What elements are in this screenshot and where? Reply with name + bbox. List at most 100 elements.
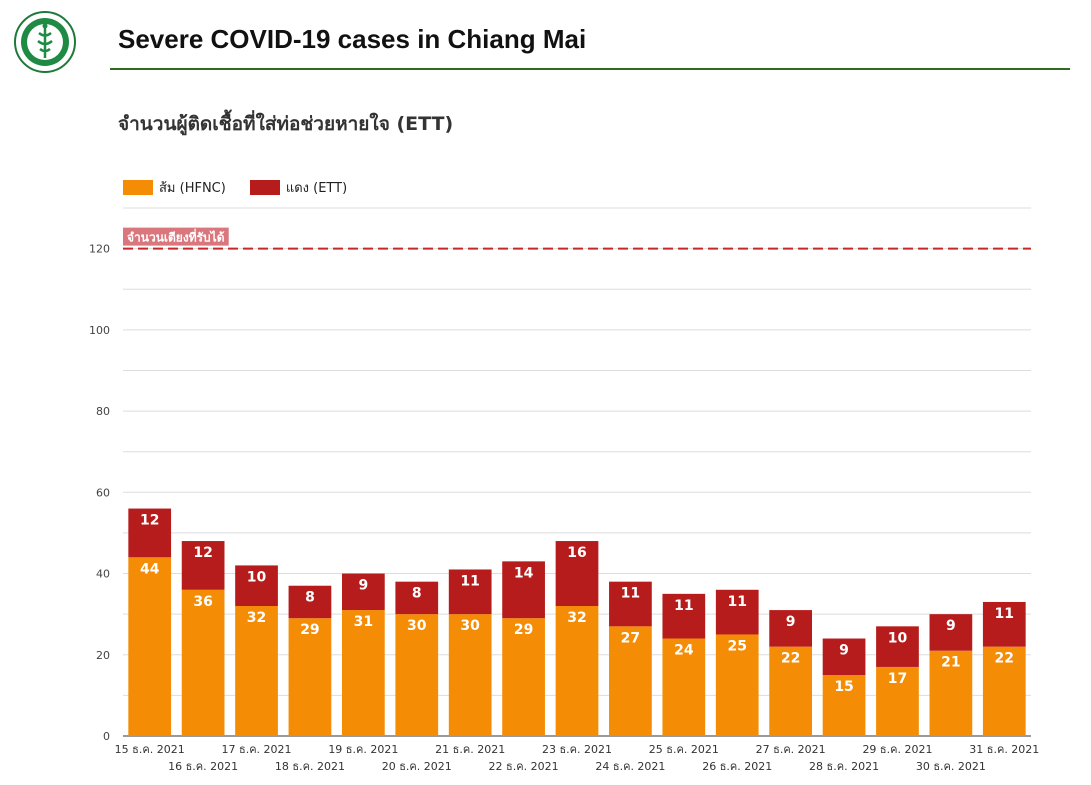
bar-hfnc [341, 610, 385, 736]
x-tick-label: 23 ธ.ค. 2021 [542, 743, 612, 756]
bar-ett [341, 573, 385, 611]
capacity-reference-label: จำนวนเตียงที่รับได้ [127, 229, 225, 245]
data-label-hfnc: 30 [460, 618, 480, 634]
title-divider [110, 68, 1070, 70]
data-label-hfnc: 44 [140, 561, 160, 577]
data-label-ett: 10 [247, 569, 267, 585]
data-label-hfnc: 32 [247, 610, 266, 626]
x-tick-label: 21 ธ.ค. 2021 [435, 743, 505, 756]
data-label-hfnc: 15 [834, 679, 853, 695]
y-tick-label: 20 [96, 649, 110, 662]
x-tick-label: 26 ธ.ค. 2021 [702, 760, 772, 773]
data-label-ett: 12 [140, 513, 159, 529]
y-tick-label: 120 [89, 243, 110, 256]
bar-hfnc [395, 614, 439, 736]
chart-legend: ส้ม (HFNC) แดง (ETT) [123, 177, 371, 197]
data-label-ett: 12 [193, 545, 212, 561]
data-label-ett: 11 [674, 598, 693, 614]
bar-ett [128, 508, 172, 558]
x-tick-label: 25 ธ.ค. 2021 [649, 743, 719, 756]
x-tick-label: 17 ธ.ค. 2021 [221, 743, 291, 756]
data-label-ett: 8 [412, 586, 422, 602]
bar-ett [715, 589, 759, 635]
bar-hfnc [769, 646, 813, 736]
x-tick-label: 19 ธ.ค. 2021 [328, 743, 398, 756]
data-label-ett: 9 [786, 614, 796, 630]
x-tick-label: 31 ธ.ค. 2021 [969, 743, 1039, 756]
bar-hfnc [609, 626, 652, 736]
x-tick-label: 24 ธ.ค. 2021 [595, 760, 665, 773]
data-label-hfnc: 31 [354, 614, 373, 630]
data-label-ett: 16 [567, 545, 586, 561]
bar-ett [288, 585, 332, 619]
bar-hfnc [128, 557, 172, 736]
bar-hfnc [235, 606, 278, 736]
x-tick-label: 29 ธ.ค. 2021 [862, 743, 932, 756]
data-label-hfnc: 17 [888, 671, 907, 687]
data-label-ett: 14 [514, 565, 534, 581]
data-label-hfnc: 32 [567, 610, 586, 626]
y-tick-label: 40 [96, 568, 110, 581]
data-label-hfnc: 30 [407, 618, 427, 634]
data-label-ett: 11 [995, 606, 1014, 622]
bar-ett [982, 601, 1026, 647]
bar-ett [769, 610, 813, 647]
bar-hfnc [181, 589, 225, 736]
legend-item-hfnc: ส้ม (HFNC) [123, 177, 226, 198]
legend-label-hfnc: ส้ม (HFNC) [159, 180, 226, 196]
bar-hfnc [288, 618, 332, 736]
bar-ett [876, 626, 919, 667]
x-tick-label: 16 ธ.ค. 2021 [168, 760, 238, 773]
bar-ett [395, 581, 439, 615]
x-tick-label: 22 ธ.ค. 2021 [489, 760, 559, 773]
y-tick-label: 0 [103, 730, 110, 743]
data-label-ett: 11 [727, 594, 746, 610]
bar-hfnc [822, 675, 866, 736]
x-tick-label: 28 ธ.ค. 2021 [809, 760, 879, 773]
data-label-ett: 9 [946, 618, 956, 634]
x-tick-label: 20 ธ.ค. 2021 [382, 760, 452, 773]
bar-ett [502, 561, 545, 619]
data-label-hfnc: 21 [941, 655, 960, 671]
bar-hfnc [715, 634, 759, 736]
data-label-ett: 10 [888, 630, 908, 646]
data-label-ett: 8 [305, 590, 315, 606]
data-label-hfnc: 24 [674, 643, 694, 659]
bar-hfnc [876, 666, 919, 736]
data-label-hfnc: 29 [300, 622, 319, 638]
data-label-ett: 11 [460, 573, 479, 589]
bar-ett [181, 541, 225, 590]
bar-ett [662, 593, 706, 639]
x-tick-label: 15 ธ.ค. 2021 [115, 743, 185, 756]
x-tick-label: 30 ธ.ค. 2021 [916, 760, 986, 773]
y-tick-label: 60 [96, 486, 110, 499]
y-tick-label: 100 [89, 324, 110, 337]
data-label-hfnc: 27 [621, 630, 640, 646]
bar-hfnc [662, 638, 706, 736]
capacity-reference-label-bg [123, 227, 229, 246]
bar-hfnc [929, 650, 973, 736]
bar-hfnc [448, 614, 492, 736]
chart-title: จำนวนผู้ติดเชื้อที่ใส่ท่อช่วยหายใจ (ETT) [118, 113, 454, 135]
page-title: Severe COVID-19 cases in Chiang Mai [118, 24, 587, 54]
data-label-ett: 9 [358, 578, 368, 594]
bar-ett [448, 569, 492, 615]
data-label-hfnc: 22 [781, 651, 800, 667]
data-label-ett: 11 [621, 586, 640, 602]
legend-label-ett: แดง (ETT) [285, 180, 348, 196]
bar-hfnc [502, 618, 545, 736]
data-label-ett: 9 [839, 643, 849, 659]
x-tick-label: 18 ธ.ค. 2021 [275, 760, 345, 773]
bar-hfnc [982, 646, 1026, 736]
legend-swatch-hfnc [123, 179, 153, 195]
data-label-hfnc: 22 [995, 651, 1014, 667]
data-label-hfnc: 36 [193, 594, 212, 610]
data-label-hfnc: 25 [727, 638, 746, 654]
bar-hfnc [555, 606, 599, 736]
bar-ett [235, 565, 278, 607]
y-tick-label: 80 [96, 405, 110, 418]
x-tick-label: 27 ธ.ค. 2021 [756, 743, 826, 756]
data-label-hfnc: 29 [514, 622, 533, 638]
ministry-logo [14, 11, 76, 73]
